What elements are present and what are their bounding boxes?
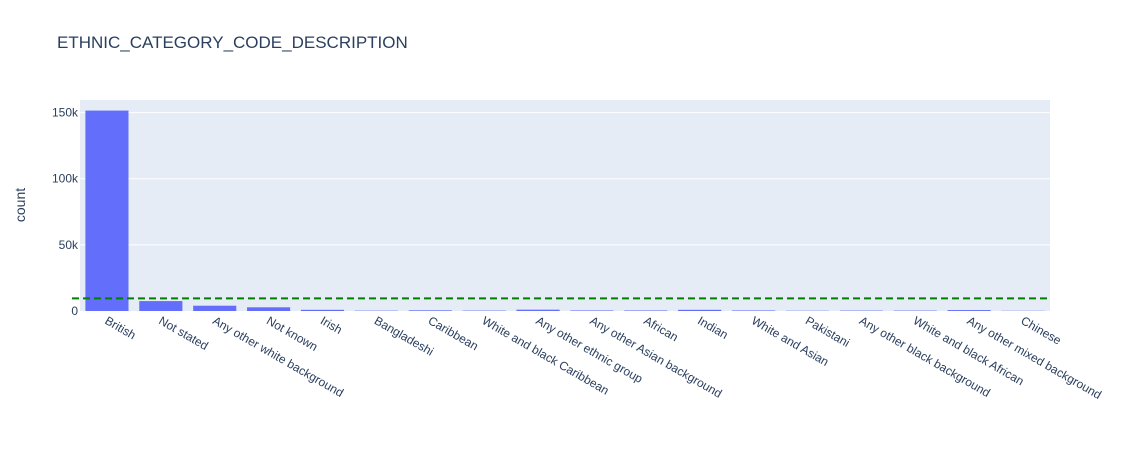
chart-title: ETHNIC_CATEGORY_CODE_DESCRIPTION (57, 33, 408, 52)
x-tick-label: Not stated (156, 313, 210, 352)
bar (624, 310, 668, 311)
y-tick-label: 150k (52, 106, 79, 120)
x-tick-label: Chinese (1019, 313, 1064, 347)
grid-lines (80, 112, 1050, 246)
bar (570, 310, 614, 311)
bar (139, 301, 183, 311)
x-tick-label: British (102, 313, 138, 342)
bars (85, 110, 1045, 311)
bar (247, 307, 291, 311)
x-tick-label: Irish (318, 313, 345, 336)
bar (678, 309, 722, 311)
y-tick-label: 100k (52, 172, 79, 186)
x-tick-labels: British Not stated Any other white backgro… (102, 313, 1104, 402)
bar (732, 310, 776, 311)
bar (300, 309, 345, 311)
bar (193, 305, 237, 311)
x-tick-label: Bangladeshi (372, 313, 436, 358)
y-tick-labels: 0 50k 100k 150k (52, 106, 79, 318)
bar (85, 110, 129, 311)
y-tick-label: 0 (71, 304, 78, 318)
bar (947, 310, 991, 311)
bar (516, 309, 560, 311)
x-tick-label: African (641, 313, 680, 344)
bar (408, 310, 452, 311)
plot-background (80, 100, 1050, 311)
y-tick-label: 50k (59, 238, 79, 252)
y-axis-title: count (12, 188, 28, 222)
x-tick-label: Indian (695, 313, 730, 341)
